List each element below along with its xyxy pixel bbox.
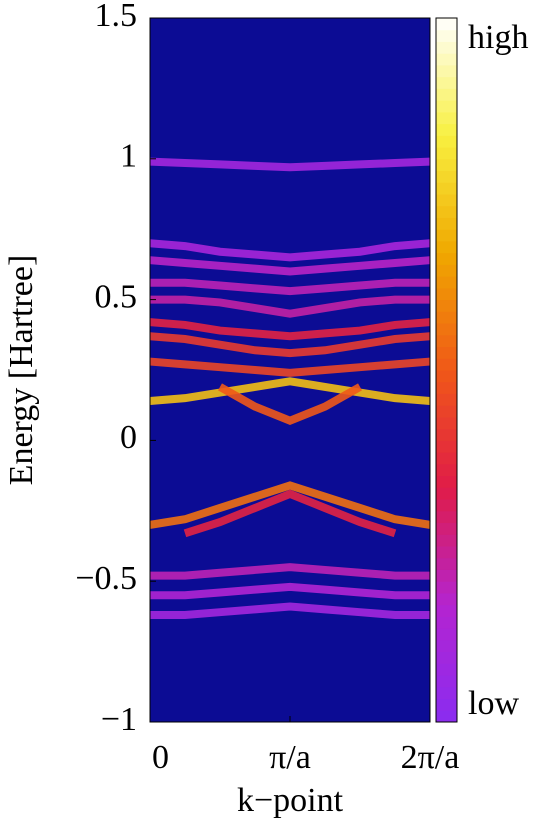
- colorbar-step: [436, 557, 457, 570]
- y-tick-label: −1: [101, 701, 137, 738]
- colorbar-step: [436, 686, 457, 700]
- x-tick-label: 2π/a: [401, 739, 460, 776]
- colorbar-step: [436, 299, 457, 312]
- colorbar-step: [436, 229, 457, 242]
- colorbar-step: [436, 710, 457, 723]
- colorbar-step: [436, 405, 457, 418]
- band: [149, 481, 431, 529]
- y-tick-label: 0: [120, 419, 137, 456]
- colorbar-step: [436, 147, 457, 160]
- colorbar-step: [436, 675, 457, 688]
- x-axis-title: k−point: [237, 782, 344, 819]
- band: [218, 383, 362, 425]
- band: [150, 602, 430, 619]
- colorbar-step: [436, 252, 457, 265]
- colorbar-step: [436, 29, 457, 42]
- colorbar-step: [436, 264, 457, 277]
- colorbar-step: [436, 358, 457, 371]
- colorbar-step: [436, 581, 457, 594]
- colorbar-step: [436, 217, 457, 230]
- colorbar-frame: [435, 17, 458, 723]
- colorbar-step: [436, 463, 457, 477]
- x-tick-label: π/a: [269, 739, 311, 776]
- band: [149, 157, 431, 172]
- colorbar-step: [436, 639, 457, 653]
- colorbar-step: [436, 240, 457, 254]
- colorbar-step: [436, 194, 457, 207]
- colorbar-step: [436, 475, 457, 488]
- band: [149, 239, 431, 262]
- y-tick-label: −0.5: [75, 560, 137, 597]
- colorbar-step: [436, 111, 457, 125]
- y-tick-label: 0.5: [95, 278, 138, 315]
- band: [150, 563, 430, 580]
- band: [149, 256, 431, 276]
- y-tick-label: 1: [120, 138, 137, 175]
- band: [150, 582, 430, 600]
- colorbar-step: [436, 182, 457, 195]
- colorbar-step: [436, 393, 457, 406]
- colorbar-step: [436, 569, 457, 582]
- colorbar-step: [436, 440, 457, 453]
- colorbar-step: [436, 88, 457, 101]
- colorbar-step: [436, 546, 457, 559]
- colorbar-step: [436, 604, 457, 617]
- colorbar-step: [436, 135, 457, 148]
- colorbar-step: [436, 628, 457, 641]
- colorbar-step: [436, 522, 457, 535]
- colorbar-step: [436, 334, 457, 348]
- colorbar-step: [436, 123, 457, 136]
- colorbar-step: [436, 276, 457, 289]
- band: [150, 278, 430, 296]
- colorbar-step: [436, 170, 457, 183]
- colorbar-step: [436, 100, 457, 113]
- colorbar-step: [436, 616, 457, 629]
- colorbar-step: [436, 428, 457, 441]
- y-tick-label: 1.5: [95, 0, 138, 34]
- colorbar-step: [436, 416, 457, 430]
- band: [149, 318, 431, 341]
- colorbar-step: [436, 663, 457, 676]
- colorbar-step: [436, 592, 457, 606]
- colorbar-step: [436, 323, 457, 336]
- colorbar-step: [436, 205, 457, 218]
- colorbar-step: [436, 346, 457, 359]
- colorbar-step: [436, 287, 457, 301]
- band: [149, 377, 431, 405]
- colorbar-step: [436, 76, 457, 89]
- colorbar-step: [436, 534, 457, 547]
- colorbar-label: high: [468, 19, 528, 56]
- colorbar-step: [436, 64, 457, 78]
- colorbar-label: low: [468, 685, 519, 722]
- colorbar-step: [436, 698, 457, 711]
- colorbar-step: [436, 510, 457, 524]
- colorbar-step: [436, 381, 457, 394]
- y-axis-title: Energy [Hartree]: [3, 255, 40, 486]
- band: [183, 489, 397, 538]
- colorbar-step: [436, 487, 457, 500]
- colorbar-step: [436, 311, 457, 324]
- band: [149, 332, 431, 358]
- band: [150, 295, 430, 318]
- colorbar-step: [436, 651, 457, 664]
- colorbar-step: [436, 370, 457, 383]
- colorbar-step: [436, 158, 457, 172]
- band: [149, 357, 431, 377]
- x-tick-label: 0: [152, 739, 169, 776]
- colorbar-step: [436, 452, 457, 465]
- colorbar-step: [436, 499, 457, 512]
- colorbar-step: [436, 41, 457, 54]
- colorbar-step: [436, 53, 457, 66]
- colorbar-step: [436, 18, 457, 31]
